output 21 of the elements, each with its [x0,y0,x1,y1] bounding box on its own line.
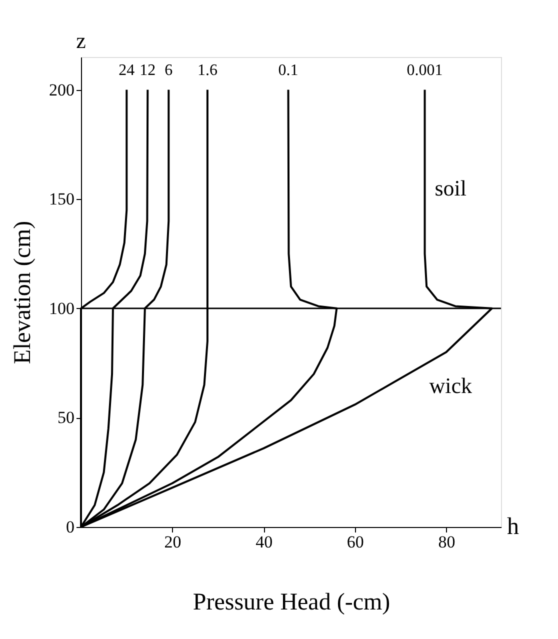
y-tick-label: 150 [49,190,74,209]
y-tick-label: 0 [66,518,74,536]
text: z [76,28,86,53]
y-tick-label: 200 [49,80,74,100]
y-tick-label: 100 [49,298,74,318]
series-label: 24 [118,62,135,79]
annotation: wick [429,373,472,398]
x-tick-label: 40 [256,532,273,552]
text: h [507,514,519,540]
y-tick-label: 50 [58,408,74,428]
series-label: 12 [140,62,156,79]
x-tick-label: 20 [164,532,182,552]
x-tick-label: 60 [346,532,364,552]
x-axis-title: Pressure Head (-cm) [192,590,390,616]
series-label: 6 [164,62,173,79]
series-label: 0.1 [278,62,298,79]
y-axis-title: Elevation (cm) [10,220,36,364]
x-tick-label: 80 [438,532,456,552]
series-label: 1.6 [197,62,218,79]
annotation: soil [434,176,466,201]
series-label: 0.001 [406,62,443,79]
